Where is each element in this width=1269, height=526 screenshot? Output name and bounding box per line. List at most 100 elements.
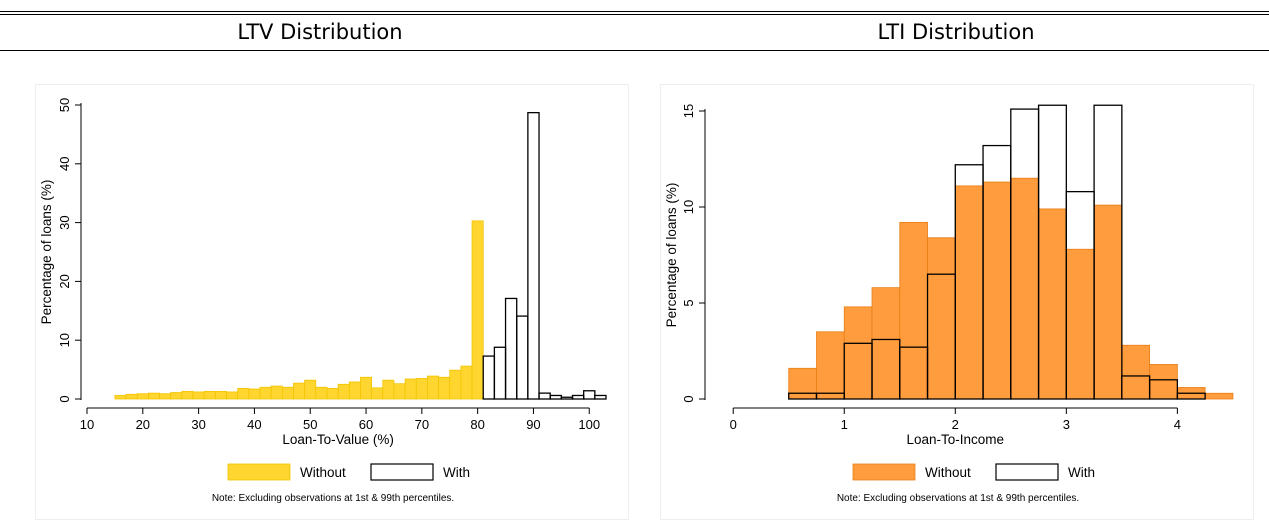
ltv-y-tick-label: 0 (57, 395, 72, 402)
ltv-bar-without (326, 388, 339, 400)
lti-bar-without (899, 221, 928, 400)
ltv-bar-without (147, 392, 160, 400)
lti-y-tick-label: 15 (681, 104, 696, 118)
lti-note: Note: Excluding observations at 1st & 99… (837, 493, 1079, 504)
ltv-x-axis-label: Loan-To-Value (%) (282, 432, 394, 447)
ltv-bar-with (571, 394, 585, 400)
ltv-bar-with (594, 394, 607, 400)
ltv-bar-without (281, 386, 294, 400)
lti-plot-frame: 0 5 10 15 0 1 2 3 4 Percentage of loans (%) Loan-T… (660, 84, 1254, 520)
ltv-bar-without (170, 392, 183, 400)
ltv-x-tick-label: 90 (526, 417, 540, 432)
lti-bar-without (816, 331, 845, 400)
lti-bar-with (1037, 104, 1067, 400)
lti-y-tick-label: 5 (681, 299, 696, 306)
ltv-bar-without (404, 378, 417, 400)
ltv-bar-without (304, 379, 317, 400)
ltv-bar-with (482, 355, 496, 400)
ltv-bar-with (538, 392, 551, 400)
ltv-note: Note: Excluding observations at 1st & 99… (212, 493, 454, 504)
ltv-x-tick-label: 30 (191, 417, 205, 432)
lti-y-tick-label: 10 (681, 200, 696, 214)
lti-y-axis-label: Percentage of loans (%) (664, 183, 679, 328)
ltv-panel-title: LTV Distribution (237, 20, 403, 44)
ltv-x-tick-label: 100 (578, 417, 600, 432)
ltv-bar-without (360, 376, 373, 400)
lti-bar-with (1010, 108, 1040, 400)
ltv-bar-without (203, 390, 216, 400)
ltv-x-tick-label: 20 (136, 417, 150, 432)
ltv-bar-with (504, 297, 518, 400)
ltv-y-axis-label: Percentage of loans (%) (39, 180, 54, 325)
ltv-y-tick-label: 10 (57, 333, 72, 347)
ltv-bar-without (460, 365, 473, 400)
lti-x-tick-label: 0 (730, 417, 737, 432)
lti-x-axis-label: Loan-To-Income (907, 432, 1005, 447)
ltv-bar-with (549, 394, 563, 400)
lti-bar-with (815, 392, 845, 400)
lti-bar-without (1010, 177, 1039, 400)
lti-y-tick-label: 0 (681, 395, 696, 402)
ltv-bar-without (248, 388, 261, 400)
lti-chart: 0 5 10 15 0 1 2 3 4 Percentage of loans (%) Loan-T… (664, 104, 1234, 504)
ltv-x-tick-label: 50 (303, 417, 317, 432)
ltv-bar-without (159, 393, 172, 400)
ltv-bar-without (125, 393, 138, 400)
ltv-x-tick-label: 60 (359, 417, 373, 432)
lti-bar-with (1176, 392, 1206, 400)
ltv-bar-without (214, 390, 227, 400)
header-rule (0, 50, 1269, 51)
ltv-bar-without (270, 385, 283, 400)
ltv-bar-without (192, 391, 205, 400)
ltv-plot-frame: 0 10 20 30 40 50 10 20 30 40 50 60 70 80 90 100 Percenta… (35, 84, 629, 520)
ltv-bar-with (583, 390, 596, 400)
ltv-x-tick-label: 40 (247, 417, 261, 432)
lti-bar-with (871, 338, 901, 400)
ltv-x-tick-label: 80 (470, 417, 484, 432)
lti-legend-label-with: With (1068, 465, 1095, 480)
ltv-bar-with (493, 346, 507, 400)
lti-bar-without (1204, 392, 1234, 400)
lti-x-tick-label: 3 (1063, 417, 1070, 432)
ltv-bar-without (136, 393, 149, 400)
ltv-legend-label-with: With (443, 465, 470, 480)
ltv-chart: 0 10 20 30 40 50 10 20 30 40 50 60 70 80 90 100 Percenta… (39, 98, 607, 504)
lti-bar-with (788, 392, 818, 400)
lti-bar-with (899, 346, 929, 400)
lti-bar-without (1149, 364, 1178, 400)
ltv-bar-without (427, 375, 439, 400)
ltv-bar-without (382, 379, 395, 400)
ltv-bar-without (114, 395, 127, 400)
ltv-y-tick-label: 30 (57, 215, 72, 229)
ltv-bar-without (259, 386, 272, 400)
lti-x-tick-label: 2 (952, 417, 959, 432)
ltv-bar-without (237, 388, 250, 400)
ltv-bar-without (226, 391, 239, 400)
lti-panel-title: LTI Distribution (877, 20, 1035, 44)
ltv-bar-without (371, 387, 384, 400)
ltv-bar-without (348, 381, 361, 400)
ltv-bar-without (415, 378, 428, 400)
lti-bar-with (843, 342, 873, 400)
lti-bar-without (954, 185, 984, 400)
ltv-bar-without (438, 376, 451, 400)
top-rule-2 (0, 14, 1269, 15)
ltv-bar-without (471, 220, 484, 400)
ltv-bar-without (181, 390, 194, 400)
ltv-bar-with (516, 315, 529, 400)
lti-bar-without (843, 306, 873, 400)
lti-bar-without (871, 287, 901, 400)
lti-legend-label-without: Without (925, 465, 971, 480)
ltv-y-tick-label: 50 (57, 98, 72, 112)
lti-bar-with (1093, 104, 1123, 400)
ltv-legend-label-without: Without (300, 465, 346, 480)
lti-bar-with (926, 273, 956, 400)
ltv-legend-swatch-without (227, 463, 291, 481)
top-rule-1 (0, 11, 1269, 12)
ltv-bar-without (315, 386, 328, 400)
ltv-y-tick-label: 20 (57, 274, 72, 288)
lti-bar-with (1148, 379, 1179, 400)
ltv-y-tick-label: 40 (57, 157, 72, 171)
lti-legend-swatch-with (995, 463, 1059, 481)
ltv-bar-with (527, 111, 540, 400)
